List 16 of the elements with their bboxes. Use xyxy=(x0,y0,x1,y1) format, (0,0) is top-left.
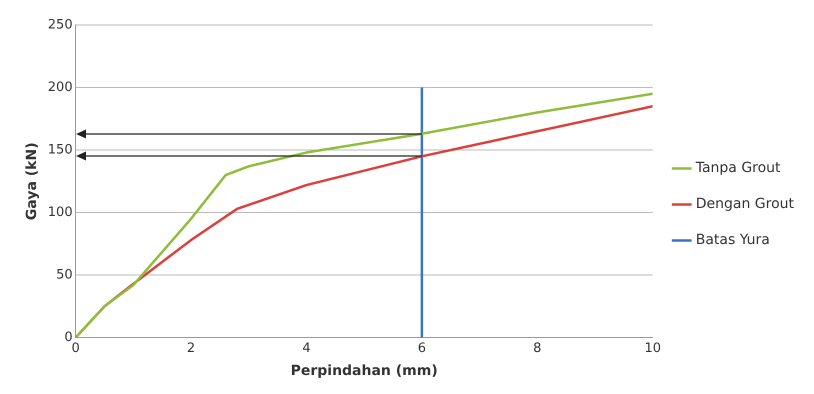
legend-label: Dengan Grout xyxy=(696,196,795,212)
y-axis-title: Gaya (kN) xyxy=(24,142,40,220)
x-tick-label: 4 xyxy=(302,340,311,356)
x-axis-title: Perpindahan (mm) xyxy=(290,363,438,380)
legend-label: Tanpa Grout xyxy=(694,160,782,176)
y-tick-label: 250 xyxy=(48,17,73,32)
legend-label: Batas Yura xyxy=(696,232,770,248)
x-tick-label: 2 xyxy=(186,340,196,356)
y-tick-label: 100 xyxy=(48,204,73,220)
y-tick-label: 200 xyxy=(48,80,73,95)
x-tick-label: 8 xyxy=(533,340,542,356)
y-tick-label: 0 xyxy=(64,330,73,345)
x-tick-label: 6 xyxy=(418,340,426,356)
y-tick-label: 50 xyxy=(56,267,73,282)
y-tick-label: 150 xyxy=(48,142,73,158)
x-tick-label: 10 xyxy=(644,340,661,356)
